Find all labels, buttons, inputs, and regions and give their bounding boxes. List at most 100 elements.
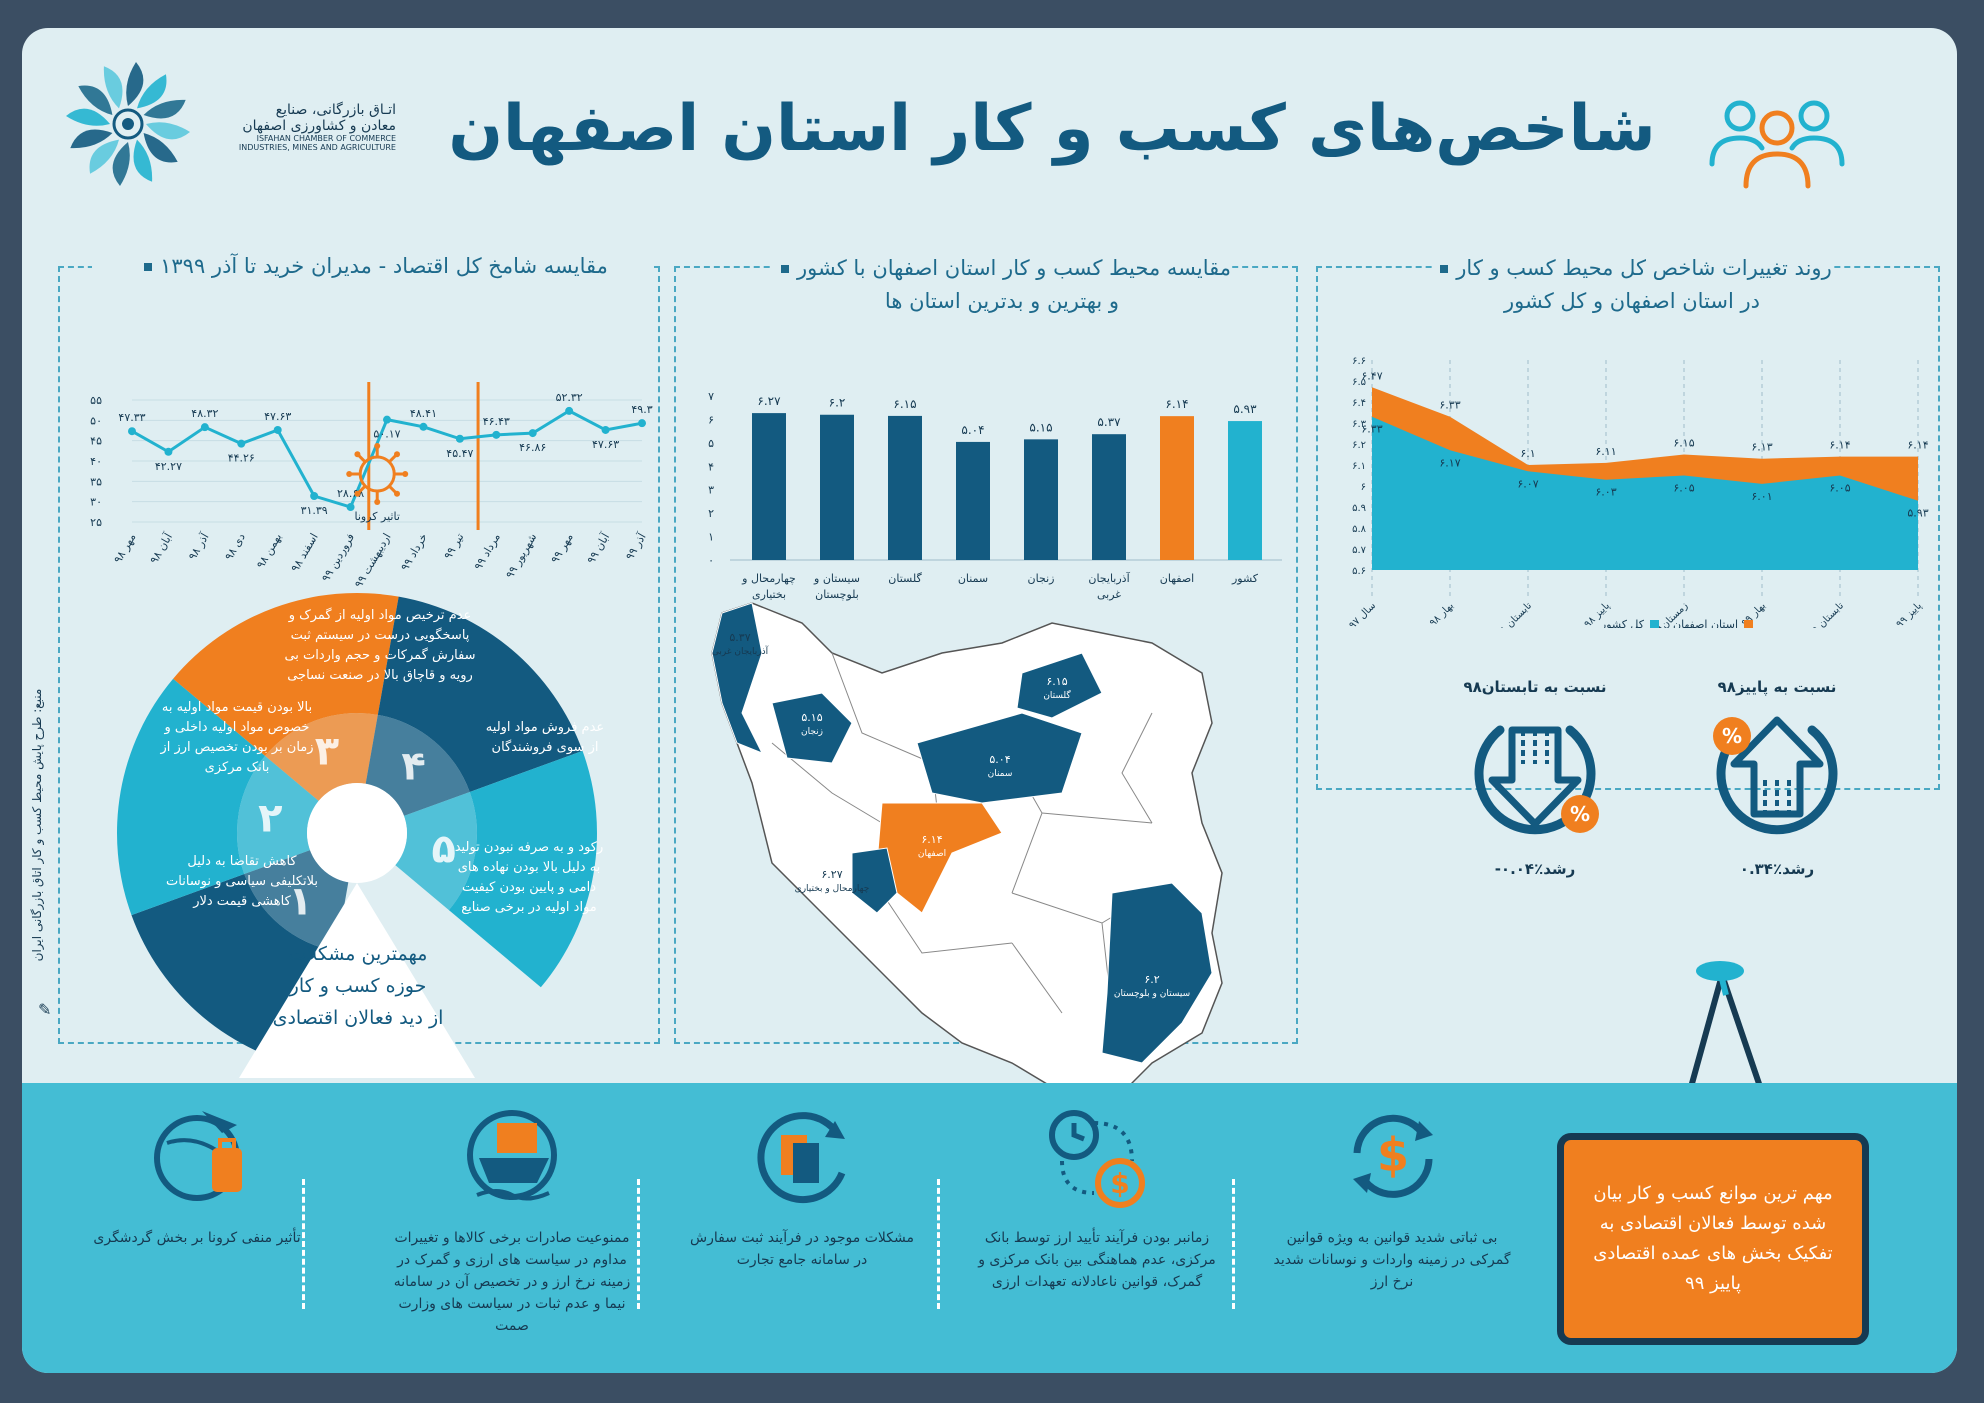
compare-title: مقایسه محیط کسب و کار استان اصفهان با کش… (722, 252, 1282, 318)
data-point (419, 422, 428, 431)
trend-title-2: در استان اصفهان و کل کشور (1503, 289, 1760, 313)
wheel-caption-1: مهمترین مشکلات (288, 943, 428, 965)
wheel-number: ۲ (258, 796, 282, 842)
pmi-line-chart: ۲۵ ۳۰ ۳۵ ۴۰ ۴۵ ۵۰ ۵۵ ۴۷.۳۳ مهر ۹۸ ۴۲.۲۷ آبان ۹۸ ۴۸.… (90, 382, 653, 590)
x-tick-label: سال ۹۷ (1347, 600, 1378, 628)
bar-value-label: ۶.۲۷ (757, 394, 781, 408)
data-label: ۴۴.۲۶ (228, 452, 255, 465)
infographic-card: اتـاق بازرگانی، صنایع معادن و کشاورزی اص… (22, 28, 1957, 1373)
y-tick-label: ۶.۲ (1352, 440, 1366, 451)
y-tick-label: ۵.۹ (1352, 503, 1366, 514)
wheel-segment-5 (448, 750, 597, 988)
country-data-label: ۶.۱۷ (1439, 456, 1460, 469)
problems-wheel: ۱۲۳ ۴۵ (117, 593, 597, 1078)
data-label: ۴۹.۳ (631, 403, 652, 416)
bar (1228, 421, 1262, 560)
x-tick-label: آذر ۹۹ (622, 530, 649, 563)
wheel-inner-segment (265, 713, 378, 801)
svg-text:%: % (1570, 802, 1590, 826)
map-name-label: آذربایجان غربی (712, 645, 769, 657)
logo-petal (146, 122, 190, 140)
virus-spike-tip (394, 451, 401, 458)
country-data-label: ۶.۰۵ (1829, 482, 1850, 495)
map-value-label: ۵.۰۴ (989, 753, 1010, 766)
data-point (128, 427, 136, 436)
x-tick-label: چهارمحال و (741, 572, 796, 585)
data-label: ۴۸.۴۱ (410, 407, 437, 420)
y-tick-label: ۵.۷ (1352, 545, 1367, 556)
org-name-fa-1: اتـاق بازرگانی، صنایع (275, 102, 396, 118)
x-tick-label: تیر ۹۹ (441, 531, 466, 562)
isfahan-data-label: ۶.۱۵ (1673, 437, 1694, 450)
data-label: ۴۷.۳۳ (118, 411, 145, 424)
wheel-text-2: بالا بودن قیمت مواد اولیه به خصوص مواد ا… (160, 700, 314, 775)
pmi-title: مقایسه شامخ کل اقتصاد - مدیران خرید تا آ… (92, 250, 652, 283)
map-name-label: گلستان (1043, 689, 1071, 701)
map-value-label: ۶.۲۷ (821, 868, 842, 881)
virus-spike (388, 484, 397, 494)
data-point (492, 430, 501, 439)
x-tick-label: زنجان (1028, 572, 1055, 585)
legend-swatch-country (1650, 620, 1659, 628)
y-tick-label: ۶.۶ (1352, 356, 1366, 367)
page-title: شاخص‌های کسب و کار استان اصفهان (448, 92, 1656, 166)
data-point (455, 434, 464, 443)
obstacle-text: بی ثباتی شدید قوانین به ویژه قوانین گمرک… (1273, 1230, 1511, 1290)
virus-spike-tip (346, 471, 353, 477)
country-data-label: ۶.۰۵ (1673, 482, 1694, 495)
ship-globe-icon (467, 1110, 557, 1201)
map-value-label: ۶.۲ (1144, 973, 1159, 986)
trend-title-1: روند تغییرات شاخص کل محیط کسب و کار (1456, 256, 1832, 280)
obstacle-item: $ بی ثباتی شدید قوانین به ویژه قوانین گمر… (1272, 1103, 1512, 1293)
logo-petal (126, 62, 144, 106)
dollar-cycle-icon: $ (1353, 1114, 1433, 1198)
data-label: ۴۲.۲۷ (155, 460, 182, 473)
wheel-text-3: عدم ترخیص مواد اولیه از گمرک و پاسخگویی … (284, 608, 476, 683)
map-name-label: سمنان (988, 769, 1013, 779)
growth-summer-value: رشد٪۰.۰۴- (1494, 860, 1576, 878)
data-point (237, 439, 246, 448)
country-data-label: ۶.۰۷ (1517, 477, 1538, 490)
bar (820, 414, 854, 560)
x-tick-label: اردیبهشت ۹۹ (352, 531, 394, 590)
obstacle-item: ممنوعیت صادرات برخی کالاها و تغییرات مدا… (392, 1103, 632, 1337)
data-point (565, 406, 574, 415)
wheel-inner-segment (244, 850, 349, 952)
isfahan-data-label: ۶.۱۱ (1595, 445, 1616, 458)
logo-petal (78, 85, 113, 115)
bar-value-label: ۶.۱۵ (893, 397, 916, 411)
isfahan-data-label: ۶.۱ (1520, 447, 1535, 460)
y-tick-label: ۶.۳ (1352, 419, 1367, 430)
x-tick-label: پاییز ۹۹ (1894, 600, 1924, 628)
isfahan-data-label: ۶.۴۷ (1361, 369, 1382, 382)
divider (1232, 1179, 1238, 1309)
y-tick-label: ۵.۸ (1352, 524, 1367, 535)
bullet-icon (1440, 265, 1449, 273)
data-label: ۳۱.۳۹ (301, 504, 328, 517)
y-tick-label: ۲ (708, 507, 714, 520)
isfahan-data-label: ۶.۱۴ (1829, 439, 1850, 452)
x-tick-label: آبان ۹۹ (584, 530, 613, 566)
data-label: ۴۵.۴۷ (446, 447, 473, 460)
divider (937, 1179, 943, 1309)
bar-value-label: ۵.۳۷ (1097, 415, 1121, 429)
x-tick-label: بختیاری (752, 588, 786, 601)
map-name-label: سیستان و بلوچستان (1114, 989, 1190, 999)
logo-petal (70, 129, 113, 149)
x-tick-label: خرداد ۹۹ (398, 531, 430, 573)
virus-spike-tip (374, 443, 381, 449)
province-2 (771, 692, 853, 764)
org-name-en-2: INDUSTRIES, MINES AND AGRICULTURE (238, 143, 396, 152)
people-icon (1709, 100, 1845, 189)
province-bar-chart: ۰ ۱ ۲ ۳ ۴ ۵ ۶ ۷ ۶.۲۷ چهارمحال و بختیاری ۶.۲ سیستان و… (708, 390, 1282, 601)
y-tick-label: ۵.۶ (1352, 566, 1366, 577)
compare-title-1: مقایسه محیط کسب و کار استان اصفهان با کش… (797, 256, 1231, 280)
y-tick-label: ۶.۵ (1352, 377, 1366, 388)
x-tick-label: فروردین ۹۹ (319, 531, 357, 584)
bar (752, 413, 786, 560)
x-tick-label: سیستان و (813, 572, 860, 585)
x-tick-label: مرداد ۹۹ (472, 531, 503, 572)
x-tick-label: آذر ۹۸ (185, 530, 212, 563)
logo-petal (112, 142, 130, 186)
